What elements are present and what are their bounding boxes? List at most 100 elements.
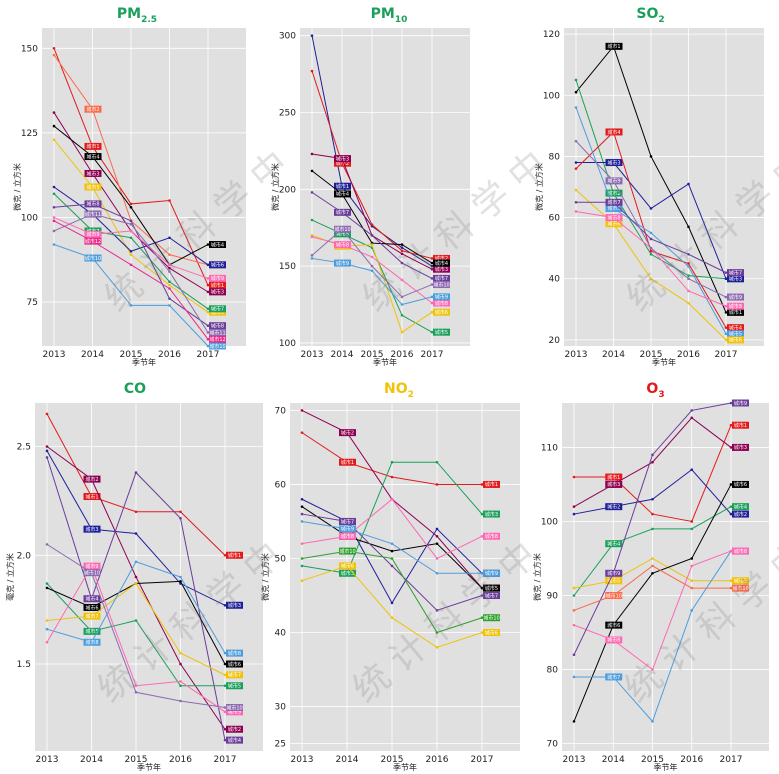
data-point [729,586,733,590]
x-tick-label: 2015 [120,350,143,360]
series-label: 城市1 [607,43,620,50]
series-label-box [605,577,623,585]
series-label: 城市6 [85,604,98,611]
data-point [687,301,690,305]
series-label-box [339,458,356,466]
series-label-box [209,342,226,350]
data-point [206,344,210,348]
x-tick-label: 2013 [291,755,314,765]
y-axis-title: 微克 / 立方米 [270,163,280,211]
data-point [206,307,210,311]
chart-panel-6: O3 70 80 90 100 110 2013 2014 2015 2016 2017 季节年 微克 … [532,381,779,772]
series-label-box [84,142,102,150]
data-point [649,277,653,281]
series-label-box [334,190,351,198]
data-point [574,78,578,82]
data-point [729,423,733,427]
series-label: 城市3 [607,159,620,166]
series-label-box [483,584,500,592]
series-label-box [83,595,101,603]
data-point [134,560,138,564]
data-point [651,460,654,464]
series-label-box [732,480,749,488]
chart-title-subscript: 10 [394,14,408,25]
data-point [300,512,304,516]
data-point [435,646,439,649]
data-point [651,720,654,723]
data-point [435,631,439,634]
data-point [129,304,133,307]
data-point [168,253,171,256]
series-label: 城市10 [732,585,748,592]
series-label: 城市3 [228,602,241,609]
series-label: 城市3 [86,170,99,177]
series-label: 城市8 [435,300,448,307]
data-point [400,249,404,253]
data-point [45,640,49,644]
chart-title-main: CO [123,381,147,397]
series-label-box [84,210,102,218]
data-point [52,216,56,219]
data-point [129,205,133,209]
y-tick-label: 100 [21,213,38,223]
data-point [45,586,49,590]
series-label-box [334,155,351,163]
data-point [649,237,653,241]
y-tick-label: 25 [275,740,286,750]
data-point [300,409,304,412]
data-point [206,324,210,328]
series-label-box [732,510,749,518]
data-point [52,46,56,50]
data-point [690,564,694,568]
series-label-box [226,704,243,711]
x-axis-title: 季节年 [137,762,161,772]
series-label: 城市6 [435,309,448,316]
series-label-box [226,601,243,609]
x-axis-title: 季节年 [373,357,397,367]
y-tick-label: 2.5 [17,443,31,453]
data-point [690,416,694,420]
series-label-box [433,281,450,289]
series-label: 城市9 [734,400,747,407]
series-label: 城市5 [485,585,498,592]
series-label: 城市1 [85,493,98,500]
series-label: 城市1 [729,309,742,316]
series-label: 城市2 [607,190,620,197]
data-point [223,603,227,607]
data-point [206,277,210,280]
data-point [206,310,210,314]
series-label: 城市5 [734,578,747,585]
series-label: 城市9 [729,294,742,301]
data-point [134,690,138,694]
series-label: 城市1 [485,481,498,488]
x-tick-label: 2013 [301,350,324,360]
data-point [430,264,434,268]
y-tick-label: 70 [275,406,287,416]
y-tick-label: 200 [279,185,296,195]
chart-panel-1: PM2.5 75 100 125 150 2013 2014 2015 2016 2017 季节年 微… [12,6,297,367]
series-label: 城市9 [607,570,620,577]
series-label-box [605,503,623,511]
series-label: 城市8 [341,533,354,540]
x-tick-label: 2014 [602,350,625,360]
data-point [390,542,394,545]
series-label-box [83,612,101,620]
series-label-box [433,274,450,282]
series-label: 城市1 [86,143,99,150]
series-label: 城市11 [85,211,101,218]
data-point [223,673,227,677]
data-point [45,627,49,631]
y-tick-label: 110 [541,443,558,453]
series-label: 城市7 [341,518,354,525]
data-point [574,200,578,204]
data-point [223,651,227,655]
series-label: 城市4 [228,737,241,744]
series-label-box [339,525,356,533]
data-point [206,263,210,267]
data-point [687,252,690,256]
data-point [480,571,484,575]
data-point [134,575,138,579]
data-point [690,586,694,590]
series-label-box [84,230,102,238]
x-tick-label: 2013 [43,350,66,360]
